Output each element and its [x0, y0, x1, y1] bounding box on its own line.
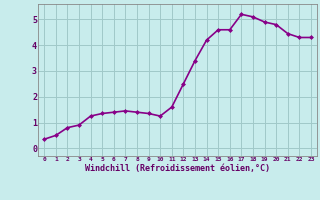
- X-axis label: Windchill (Refroidissement éolien,°C): Windchill (Refroidissement éolien,°C): [85, 164, 270, 173]
